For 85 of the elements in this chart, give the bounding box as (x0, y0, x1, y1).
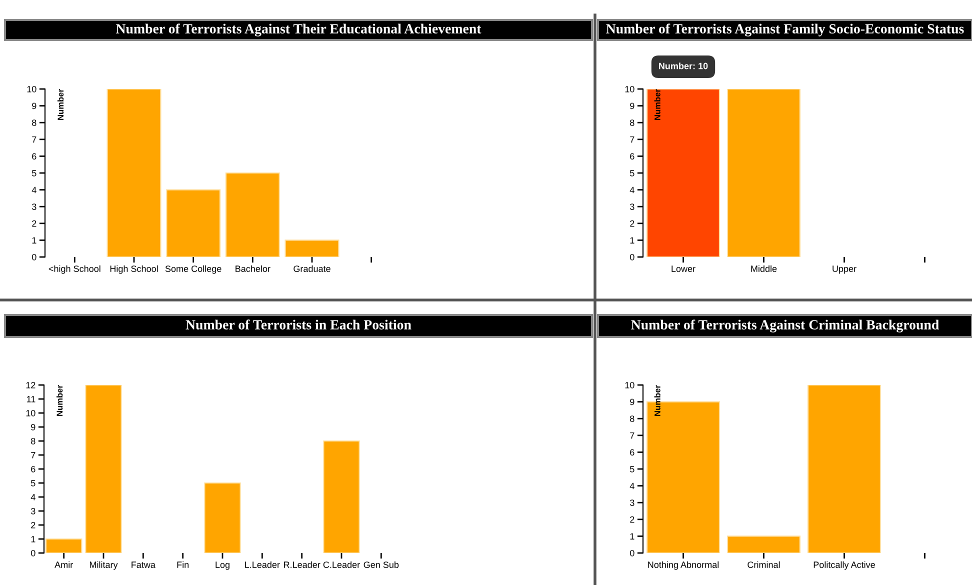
y-tick-label: 7 (630, 432, 634, 439)
y-axis-title: Number (57, 89, 64, 120)
y-tick-label: 8 (630, 120, 634, 126)
y-axis-title: Number (654, 89, 660, 120)
y-tick-label: 2 (630, 516, 634, 523)
y-tick-label: 5 (32, 170, 36, 176)
y-tick-label: 9 (31, 424, 36, 430)
bar (85, 385, 122, 553)
bar (45, 538, 82, 553)
x-tick-label: Middle (751, 265, 777, 272)
y-tick-label: 1 (630, 533, 634, 540)
x-tick-label: High School (110, 265, 158, 274)
y-tick-label: 8 (32, 120, 36, 126)
y-tick-label: 5 (630, 170, 634, 176)
bar (106, 89, 162, 257)
y-tick-label: 6 (32, 153, 36, 160)
x-tick-label: Lower (672, 266, 696, 272)
y-tick-label: 2 (630, 220, 634, 227)
y-tick-label: 1 (630, 237, 634, 244)
bar (323, 440, 360, 553)
x-tick-label: Fatwa (132, 562, 156, 568)
y-tick-label: 4 (630, 186, 634, 194)
chart-title: Number of Terrorists in Each Position (186, 320, 412, 330)
y-tick-label: 10 (27, 86, 36, 92)
y-tick-label: 0 (630, 550, 634, 556)
annotation: Number: 10 (659, 62, 708, 70)
x-tick-label: Fin (177, 561, 189, 568)
y-tick-label: 7 (32, 136, 36, 143)
y-tick-label: 10 (26, 410, 36, 416)
chart-title: Number of Terrorists Against Criminal Background (631, 320, 940, 332)
y-tick-label: 4 (630, 482, 634, 490)
y-tick-label: 5 (630, 466, 634, 472)
x-tick-label: Graduate (294, 265, 330, 272)
bar (166, 189, 221, 257)
y-tick-label: 11 (26, 396, 36, 402)
x-tick-label: Nothing Abnormal (648, 561, 719, 570)
y-tick-label: 5 (31, 480, 36, 486)
y-tick-label: 9 (32, 102, 36, 110)
chart-title: Number of Terrorists Against Family Socio-Economic Status (606, 24, 964, 36)
bar (225, 172, 280, 257)
y-tick-label: 10 (625, 86, 634, 92)
y-tick-label: 9 (630, 102, 634, 110)
y-tick-label: 3 (630, 204, 634, 210)
y-tick-label: 3 (630, 500, 634, 506)
x-tick-label: Upper (832, 266, 856, 274)
y-tick-label: 12 (26, 382, 36, 388)
y-tick-label: 7 (630, 136, 634, 143)
y-tick-label: 9 (630, 398, 634, 406)
y-tick-label: 10 (625, 382, 634, 388)
x-tick-label: C.Leader (323, 561, 360, 568)
y-tick-label: 6 (31, 466, 36, 472)
bar (726, 536, 801, 553)
x-tick-label: R.Leader (284, 561, 320, 568)
x-tick-label: Some College (165, 265, 222, 274)
x-tick-label: Criminal (748, 561, 780, 568)
y-tick-label: 0 (630, 254, 634, 260)
x-tick-label: Amir (54, 561, 73, 568)
bar (204, 482, 241, 553)
x-tick-label: L.Leader (245, 561, 280, 568)
x-tick-label: Bachelor (236, 265, 270, 272)
bar (284, 240, 340, 257)
y-tick-label: 0 (31, 550, 36, 556)
y-tick-label: 0 (32, 254, 36, 260)
y-tick-label: 2 (31, 522, 36, 528)
y-tick-label: 6 (630, 449, 634, 456)
y-tick-label: 4 (32, 186, 36, 194)
y-tick-label: 1 (32, 237, 36, 244)
y-axis-title: Number (56, 385, 63, 416)
y-tick-label: 1 (31, 536, 36, 542)
y-tick-label: 7 (31, 452, 36, 458)
y-tick-label: 6 (630, 153, 634, 160)
x-tick-label: Log (216, 562, 230, 570)
y-tick-label: 8 (31, 438, 36, 444)
y-tick-label: 3 (30, 508, 36, 514)
y-axis-title: Number (654, 385, 660, 416)
chart-title: Number of Terrorists Against Their Educational Achievement (116, 24, 482, 36)
y-tick-label: 8 (630, 416, 634, 422)
bar (807, 385, 882, 553)
x-tick-label: <high School (48, 265, 100, 274)
x-tick-label: Politcally Active (814, 561, 875, 570)
y-tick-label: 4 (30, 494, 36, 500)
y-tick-label: 2 (32, 220, 36, 227)
y-tick-label: 3 (32, 204, 36, 210)
x-tick-label: Military (90, 561, 118, 570)
x-tick-label: Gen Sub (364, 561, 399, 568)
